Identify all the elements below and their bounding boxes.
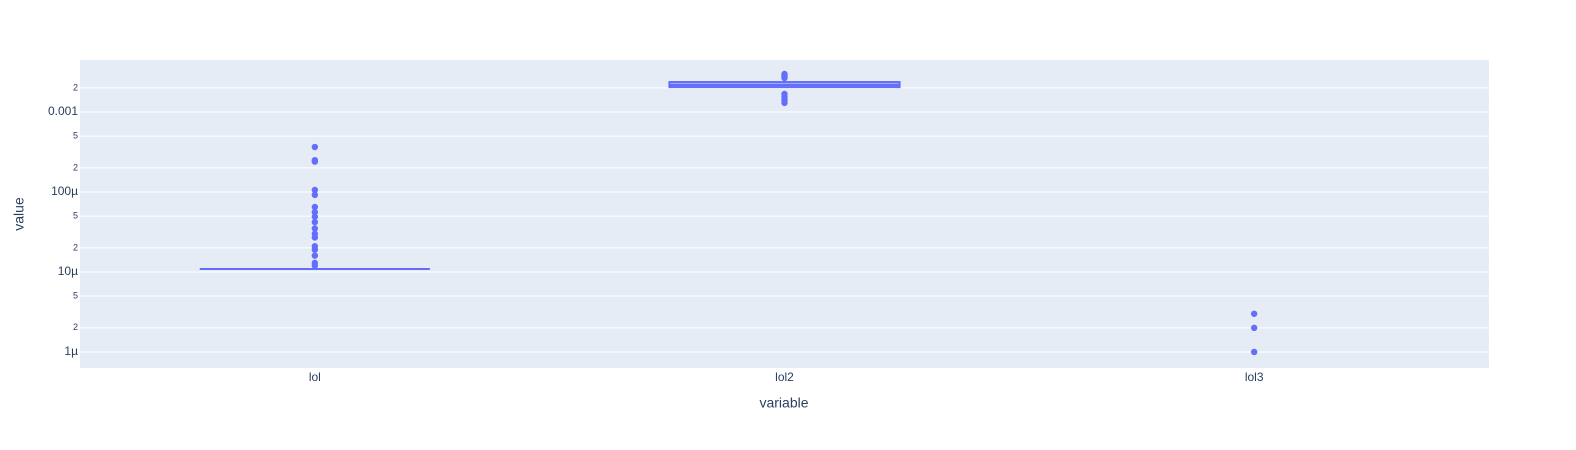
y-axis-title: value — [11, 197, 27, 231]
y-tick-label: 0.001 — [48, 104, 78, 118]
y-tick-label: 2 — [73, 322, 78, 332]
y-tick-label: 2 — [73, 82, 78, 92]
x-tick-label: lol2 — [775, 370, 794, 384]
outlier — [311, 252, 319, 259]
outlier — [311, 158, 319, 165]
y-tick-label: 100µ — [51, 184, 78, 198]
y-tick-label: 5 — [73, 130, 78, 140]
outlier — [781, 99, 788, 107]
x-tick-label: lol — [309, 370, 321, 384]
outlier — [311, 262, 319, 269]
outlier — [1250, 310, 1258, 317]
plot-area — [80, 60, 1489, 368]
outlier — [1250, 348, 1258, 356]
outlier — [311, 186, 319, 194]
outlier — [311, 218, 319, 226]
outlier — [1250, 324, 1258, 332]
y-tick-label: 2 — [73, 162, 78, 172]
outlier — [311, 213, 319, 220]
outlier — [311, 143, 319, 151]
y-tick-label: 5 — [73, 210, 78, 220]
outlier — [311, 191, 319, 199]
outlier — [311, 225, 319, 232]
y-tick-label: 2 — [73, 242, 78, 252]
outlier — [781, 74, 788, 82]
outlier — [311, 246, 319, 253]
x-axis-title: variable — [759, 395, 808, 411]
x-tick-label: lol3 — [1245, 370, 1264, 384]
outlier — [311, 203, 319, 211]
y-tick-label: 10µ — [58, 264, 78, 278]
outlier — [311, 234, 319, 241]
y-tick-label: 5 — [73, 290, 78, 300]
y-tick-label: 1µ — [64, 344, 78, 358]
outlier — [311, 208, 319, 216]
